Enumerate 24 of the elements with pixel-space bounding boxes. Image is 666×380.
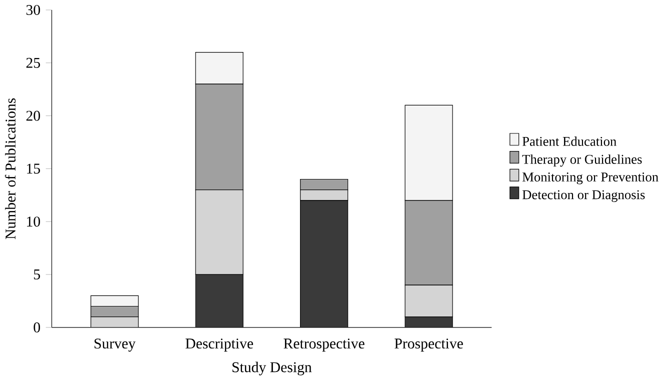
y-tick-label: 30 bbox=[26, 4, 40, 15]
bar bbox=[404, 284, 453, 317]
legend-label: Monitoring or Prevention bbox=[522, 172, 658, 184]
y-axis-title: Number of Publications bbox=[4, 98, 16, 240]
y-tick-label: 0 bbox=[34, 322, 40, 332]
bar bbox=[90, 316, 138, 328]
bar bbox=[300, 200, 348, 328]
legend-label: Therapy or Guidelines bbox=[522, 154, 642, 166]
x-axis-title: Study Design bbox=[232, 362, 312, 376]
bar bbox=[404, 316, 453, 328]
x-tick-label: Retrospective bbox=[284, 338, 364, 352]
y-tick-label: 15 bbox=[27, 164, 40, 174]
y-tick-label: 10 bbox=[27, 216, 40, 226]
legend-label: Patient Education bbox=[522, 136, 616, 146]
x-tick-label: Prospective bbox=[394, 338, 463, 352]
bar bbox=[300, 189, 348, 201]
y-tick-label: 5 bbox=[34, 269, 40, 280]
bar bbox=[196, 274, 244, 328]
bar bbox=[195, 189, 244, 275]
y-tick-label: 20 bbox=[26, 110, 40, 121]
y-tick-label: 25 bbox=[26, 58, 40, 68]
x-tick-label: Descriptive bbox=[186, 338, 254, 352]
x-tick-label: Survey bbox=[94, 338, 136, 352]
legend-label: Detection or Diagnosis bbox=[522, 190, 645, 202]
